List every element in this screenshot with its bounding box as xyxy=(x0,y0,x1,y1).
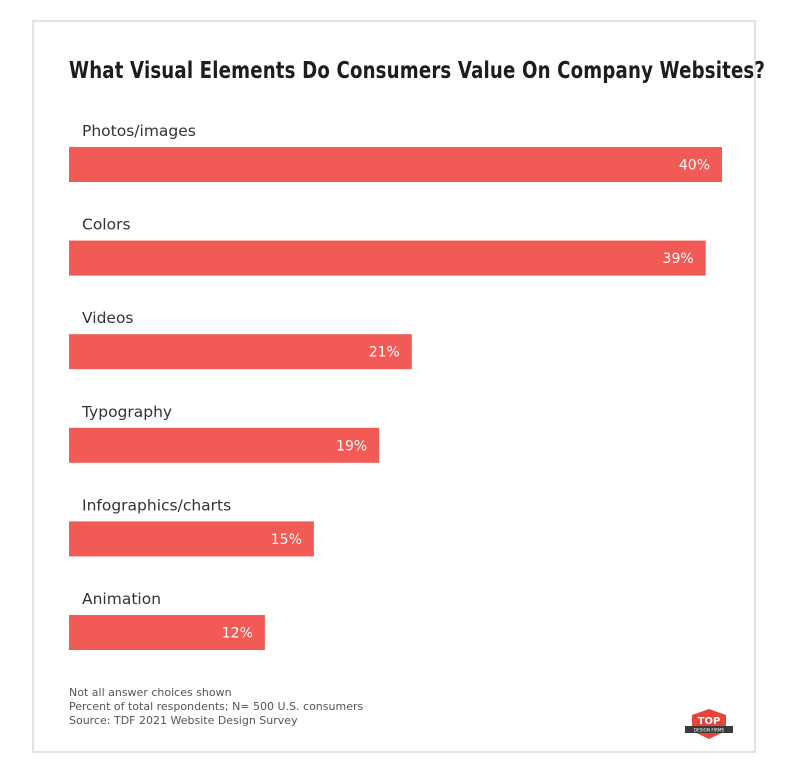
bar xyxy=(69,521,314,557)
value-label: 40% xyxy=(679,158,710,174)
bar xyxy=(69,147,722,182)
footnotes: Not all answer choices shown Percent of … xyxy=(69,686,363,728)
value-label: 19% xyxy=(336,438,367,454)
bar xyxy=(69,240,706,276)
value-label: 39% xyxy=(663,251,694,267)
category-label: Animation xyxy=(82,590,161,608)
bar xyxy=(69,334,412,370)
footnote-line-1: Not all answer choices shown xyxy=(69,686,232,699)
logo-ribbon xyxy=(685,726,733,733)
category-label: Photos/images xyxy=(82,122,196,140)
value-label: 15% xyxy=(271,532,302,548)
value-label: 21% xyxy=(369,345,400,361)
chart-title: What Visual Elements Do Consumers Value … xyxy=(69,58,766,84)
value-label: 12% xyxy=(222,626,253,642)
logo-text-bottom: DESIGN FIRMS xyxy=(694,728,725,733)
footnote-line-2: Percent of total respondents; N= 500 U.S… xyxy=(69,700,364,713)
logo-text-top: TOP xyxy=(698,716,721,727)
category-label: Videos xyxy=(82,309,134,327)
category-label: Typography xyxy=(81,403,172,421)
category-label: Infographics/charts xyxy=(82,496,231,514)
top-design-firms-logo: TOP DESIGN FIRMS xyxy=(685,709,733,739)
footnote-line-3: Source: TDF 2021 Website Design Survey xyxy=(69,714,298,727)
bar xyxy=(69,427,380,463)
bar xyxy=(69,615,265,650)
category-label: Colors xyxy=(82,216,131,234)
